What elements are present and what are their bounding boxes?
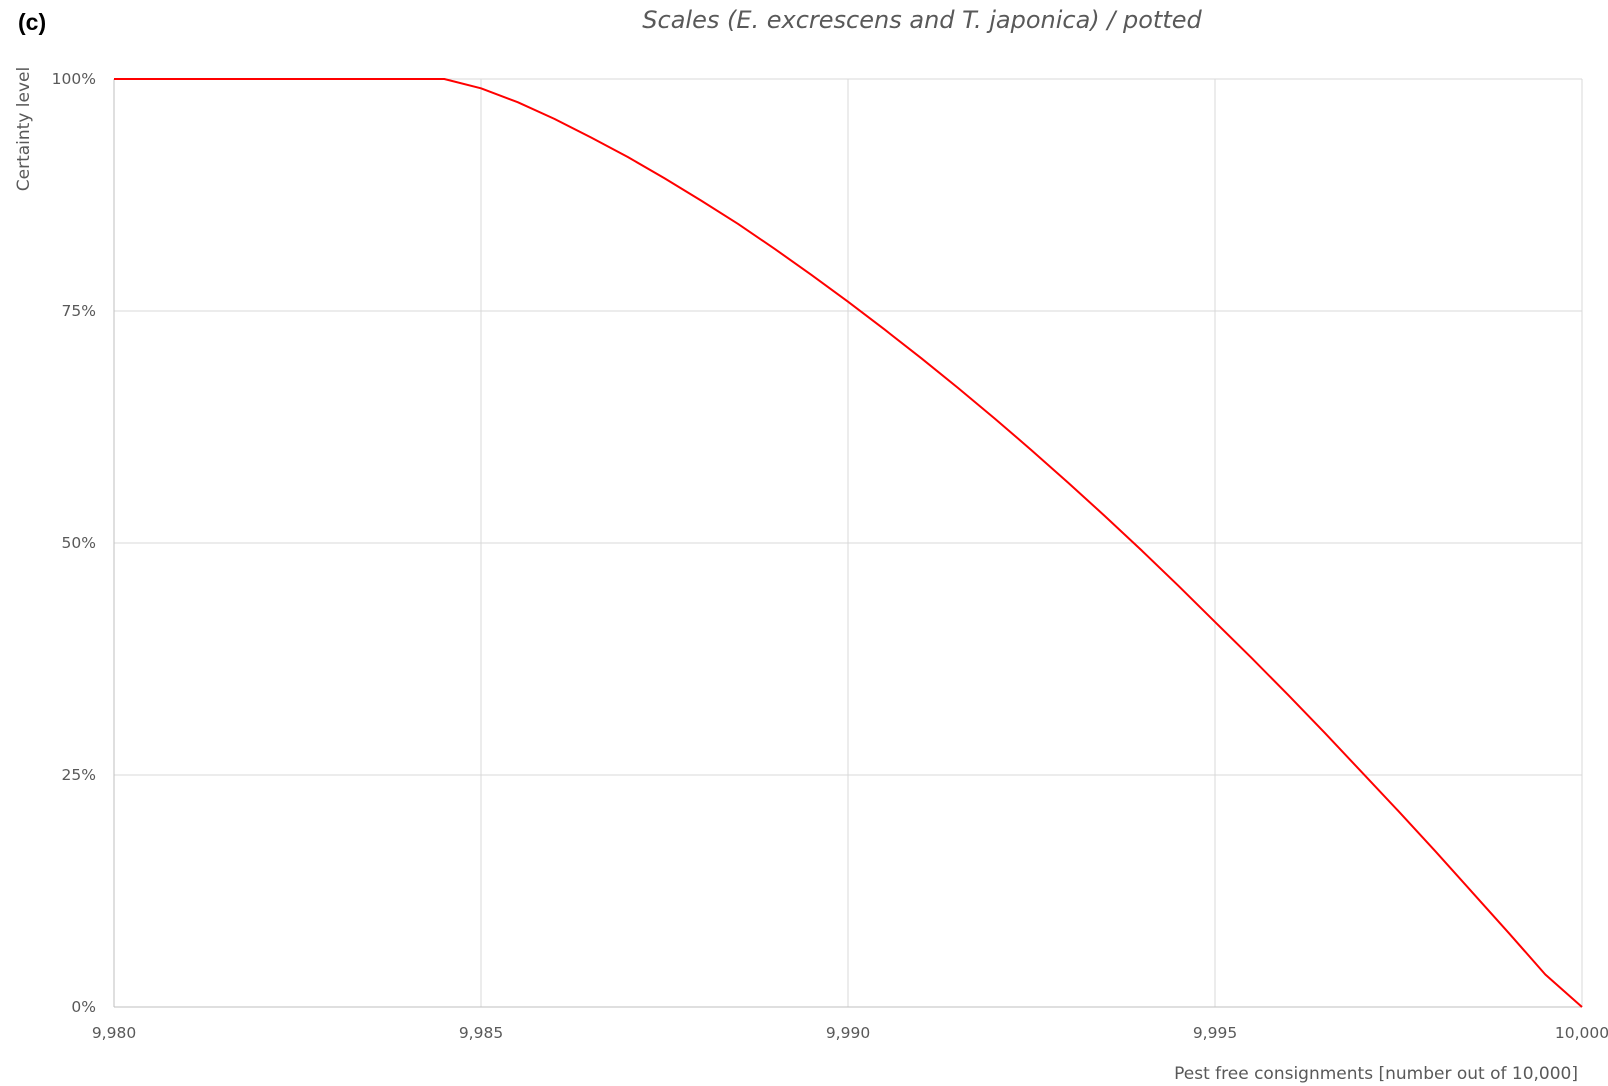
y-tick-label: 0% xyxy=(71,998,96,1016)
series-line-0 xyxy=(114,78,1583,1008)
y-tick-label: 75% xyxy=(62,302,96,320)
series-layer xyxy=(114,78,1583,1008)
x-tick-label: 10,000 xyxy=(1555,1024,1608,1042)
x-tick-label: 9,985 xyxy=(459,1024,503,1042)
y-tick-label: 50% xyxy=(62,534,96,552)
chart-title: Scales (E. excrescens and T. japonica) /… xyxy=(642,6,1202,34)
tick-labels: 0% 25% 50% 75% 100% 9,980 9,985 9,990 9,995 10,00… xyxy=(52,70,1608,1042)
panel-label: (c) xyxy=(18,9,46,35)
x-tick-label: 9,995 xyxy=(1193,1024,1237,1042)
x-axis-title: Pest free consignments [number out of 10… xyxy=(1174,1064,1578,1084)
y-tick-label: 25% xyxy=(62,766,96,784)
y-axis-title: Certainty level xyxy=(14,67,34,191)
grid xyxy=(114,78,1583,1007)
x-tick-label: 9,980 xyxy=(92,1024,136,1042)
y-tick-label: 100% xyxy=(52,70,96,88)
axes xyxy=(113,79,1582,1008)
x-tick-label: 9,990 xyxy=(826,1024,870,1042)
